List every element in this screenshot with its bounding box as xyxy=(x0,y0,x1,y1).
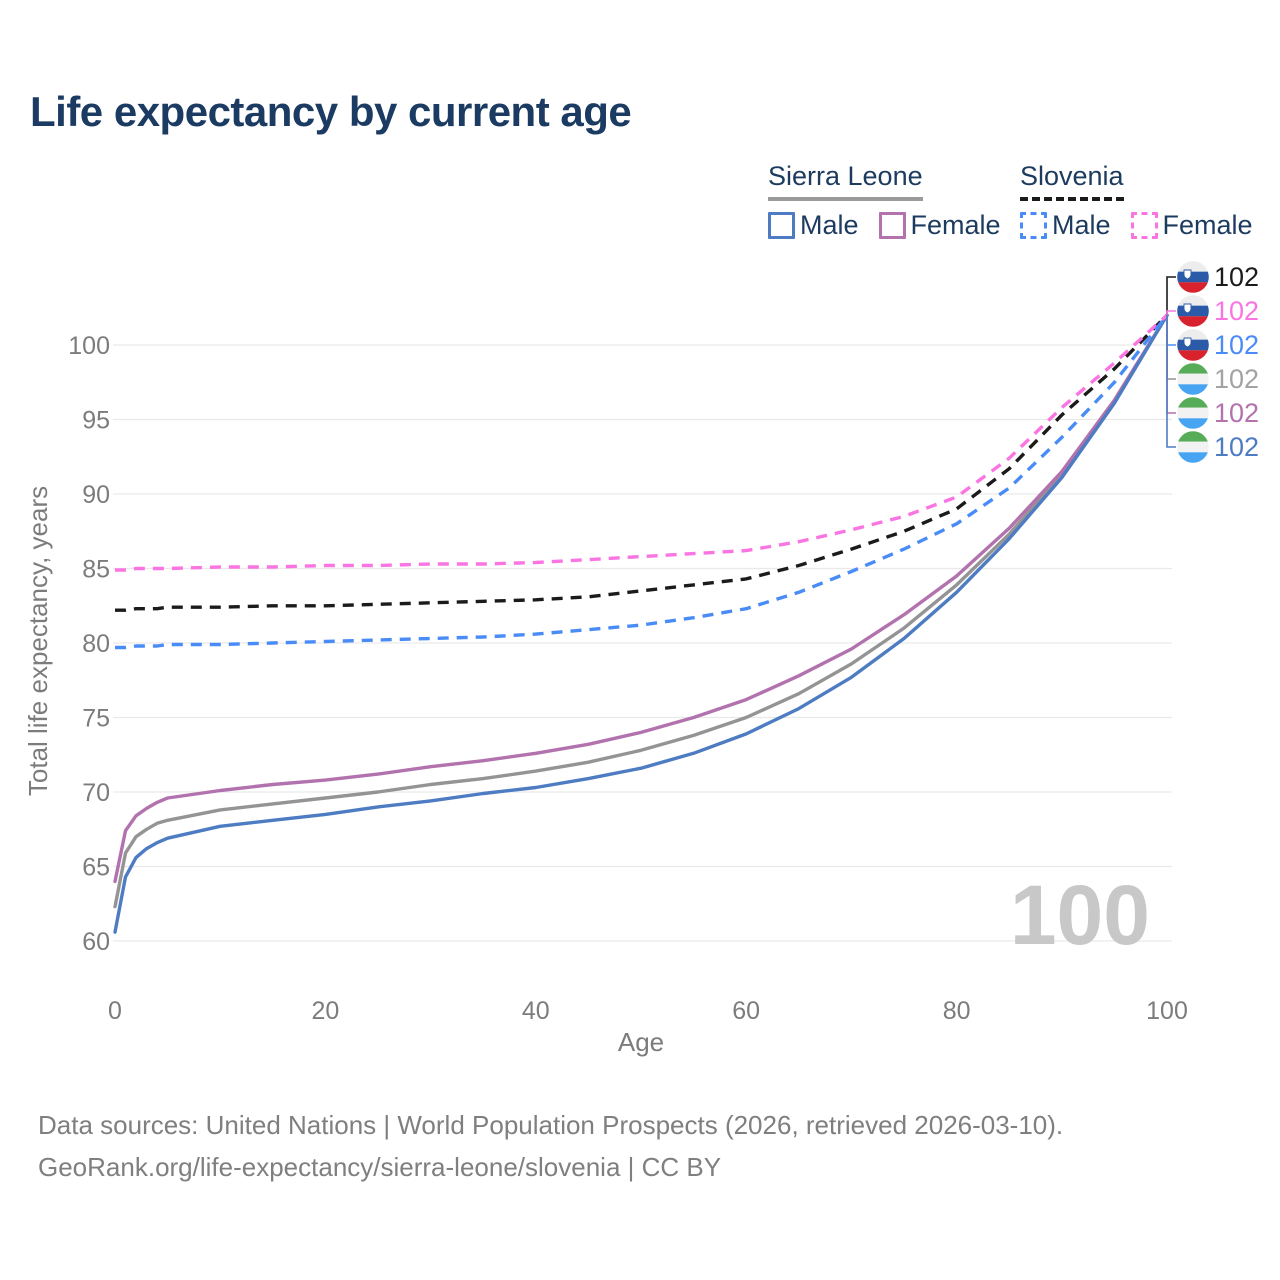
legend-toggle-sierra-leone-female[interactable]: Female xyxy=(878,210,1001,241)
end-value-label-sierra-leone-male: 102 xyxy=(1214,432,1259,462)
y-tick-label-100: 100 xyxy=(68,332,110,360)
x-tick-label-40: 40 xyxy=(522,997,550,1025)
series-line-sierra-leone-both-sexes[interactable] xyxy=(113,313,1169,909)
legend-label-male[interactable]: Male xyxy=(800,210,859,240)
legend-toggle-slovenia-female[interactable]: Female xyxy=(1130,210,1253,241)
series-line-slovenia-both-sexes[interactable] xyxy=(115,314,1169,612)
end-label-connector-slovenia-male xyxy=(1166,315,1176,346)
series-line-slovenia-female[interactable] xyxy=(115,313,1169,572)
legend-label-female[interactable]: Female xyxy=(1162,210,1253,240)
y-tick-label-90: 90 xyxy=(82,481,110,509)
series-line-sierra-leone-male[interactable] xyxy=(113,313,1169,934)
end-label-connector-sierra-leone-both-sexes xyxy=(1166,315,1176,380)
end-label-connector-slovenia-female xyxy=(1166,310,1176,316)
y-tick-label-85: 85 xyxy=(82,556,110,584)
legend-toggle-slovenia-male[interactable]: Male xyxy=(1020,210,1111,241)
end-label-connector-sierra-leone-female xyxy=(1166,315,1176,414)
legend-label-female[interactable]: Female xyxy=(910,210,1001,240)
checkbox-icon[interactable] xyxy=(768,212,795,239)
page-title: Life expectancy by current age xyxy=(30,88,632,135)
y-tick-label-95: 95 xyxy=(82,407,110,435)
flag-shield-detail xyxy=(1183,269,1192,280)
flag-icon-sierra_leone xyxy=(1177,363,1209,395)
legend-toggle-sierra-leone-male[interactable]: Male xyxy=(768,210,859,241)
flag-icon-slovenia xyxy=(1177,329,1209,361)
series-line-slovenia-male[interactable] xyxy=(115,314,1169,650)
legend-country-sierra-leone: Sierra Leone xyxy=(768,161,923,201)
flag-icon-sierra_leone xyxy=(1177,431,1209,463)
x-tick-label-100: 100 xyxy=(1146,997,1188,1025)
end-value-label-sierra-leone-both-sexes: 102 xyxy=(1214,364,1259,394)
flag-shield-detail xyxy=(1183,337,1192,348)
x-tick-label-60: 60 xyxy=(732,997,760,1025)
y-tick-label-65: 65 xyxy=(82,854,110,882)
end-value-label-slovenia-female: 102 xyxy=(1214,296,1259,326)
checkbox-icon[interactable] xyxy=(1020,212,1047,239)
end-label-connector-slovenia-both-sexes xyxy=(1166,276,1176,316)
flag-icon-slovenia xyxy=(1177,295,1209,327)
age-watermark: 100 xyxy=(1010,868,1150,962)
y-tick-label-75: 75 xyxy=(82,705,110,733)
legend-country-slovenia: Slovenia xyxy=(1020,161,1124,201)
legend-label-male[interactable]: Male xyxy=(1052,210,1111,240)
y-axis-title: Total life expectancy, years xyxy=(23,486,53,796)
checkbox-icon[interactable] xyxy=(878,212,906,239)
x-tick-label-20: 20 xyxy=(311,997,339,1025)
legend-row-slovenia: Male Female xyxy=(1020,210,1253,241)
checkbox-icon[interactable] xyxy=(1130,212,1158,239)
legend-group-slovenia: Slovenia Male Female xyxy=(1020,161,1253,241)
footer-data-sources: Data sources: United Nations | World Pop… xyxy=(38,1110,1064,1140)
footer: Data sources: United Nations | World Pop… xyxy=(38,1104,1063,1188)
end-value-label-slovenia-both-sexes: 102 xyxy=(1214,262,1259,292)
end-value-label-slovenia-male: 102 xyxy=(1214,330,1259,360)
series-line-sierra-leone-female[interactable] xyxy=(113,313,1169,884)
x-tick-label-0: 0 xyxy=(108,997,122,1025)
y-tick-label-80: 80 xyxy=(82,630,110,658)
legend-row-sierra-leone: Male Female xyxy=(768,210,1001,241)
flag-shield-detail xyxy=(1183,303,1192,314)
y-tick-label-60: 60 xyxy=(82,928,110,956)
x-axis-title: Age xyxy=(618,1027,664,1057)
y-tick-label-70: 70 xyxy=(82,779,110,807)
footer-attribution: GeoRank.org/life-expectancy/sierra-leone… xyxy=(38,1152,722,1182)
x-tick-label-80: 80 xyxy=(943,997,971,1025)
legend-group-sierra-leone: Sierra Leone Male Female xyxy=(768,161,1001,241)
end-label-connector-sierra-leone-male xyxy=(1166,315,1176,448)
end-value-label-sierra-leone-female: 102 xyxy=(1214,398,1259,428)
flag-icon-slovenia xyxy=(1177,261,1209,293)
flag-icon-sierra_leone xyxy=(1177,397,1209,429)
